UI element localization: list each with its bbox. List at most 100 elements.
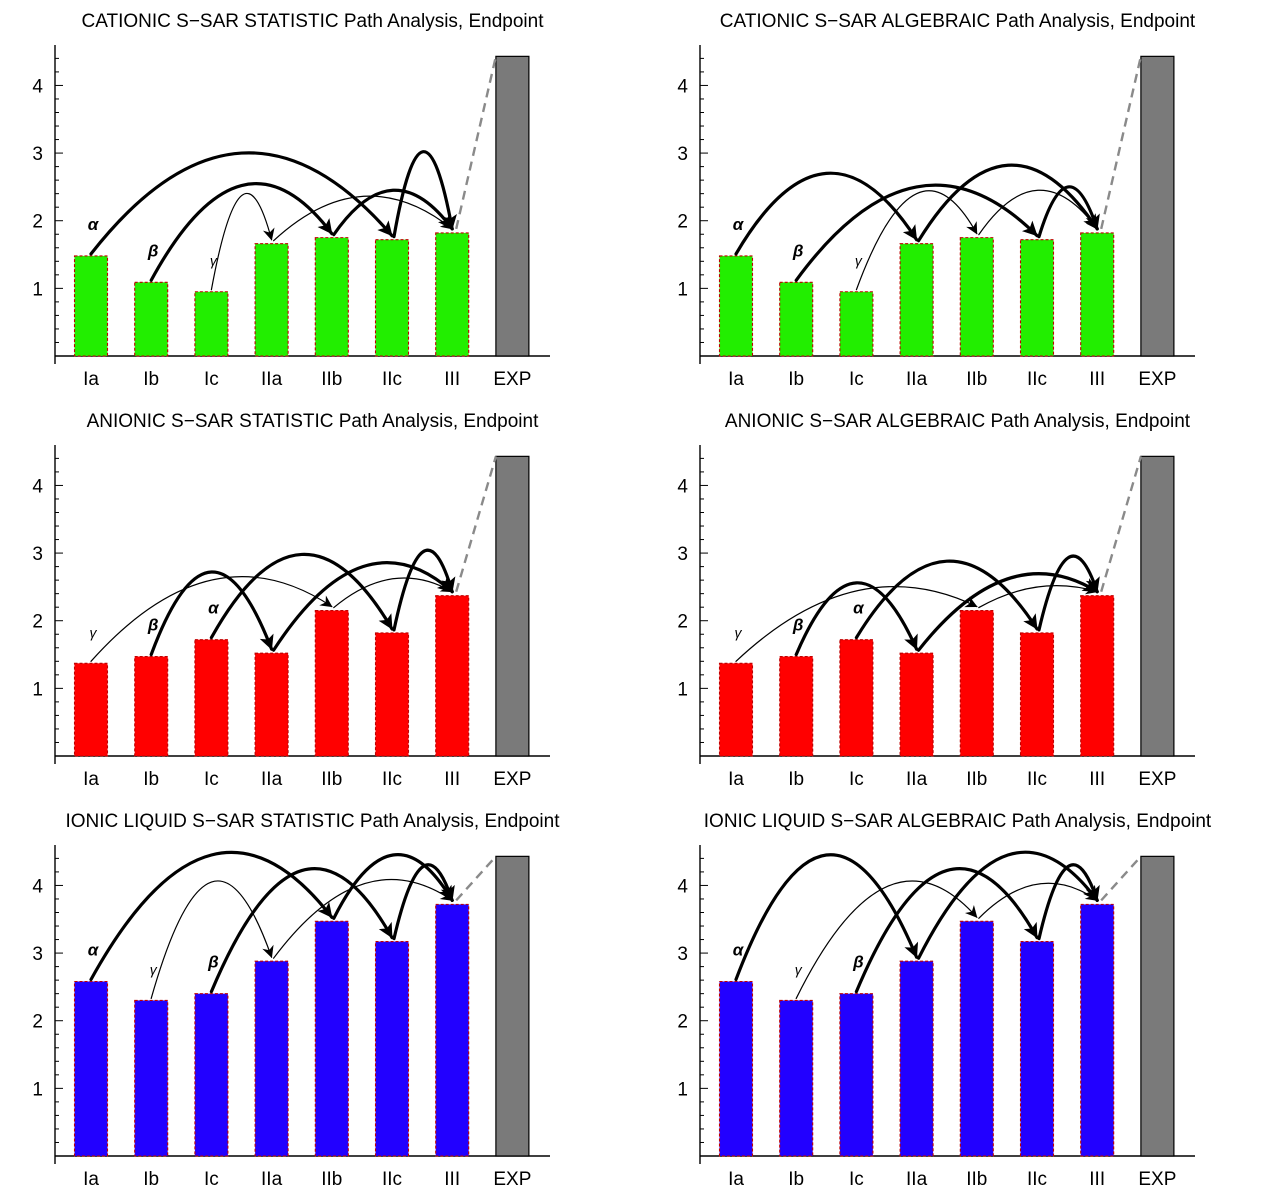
bar-exp xyxy=(495,55,530,357)
arrowhead xyxy=(964,905,978,918)
x-tick-label: EXP xyxy=(493,369,531,390)
path-arc xyxy=(917,163,1099,243)
x-tick-label: EXP xyxy=(1138,769,1176,790)
x-tick-label: IIa xyxy=(261,1169,283,1185)
x-tick-label: Ia xyxy=(83,1169,99,1185)
arrowhead xyxy=(904,633,918,651)
chart-panel: ANIONIC S−SAR STATISTIC Path Analysis, E… xyxy=(32,411,550,790)
path-arc xyxy=(978,585,1098,609)
x-tick-label: Ia xyxy=(728,769,744,790)
y-tick-label: 2 xyxy=(32,212,43,233)
arrowhead xyxy=(1084,582,1099,595)
arrowhead xyxy=(904,941,919,959)
path-label: γ xyxy=(795,961,803,977)
x-tick-label: Ic xyxy=(204,369,219,390)
y-tick-label: 3 xyxy=(32,544,43,565)
x-tick-label: Ic xyxy=(204,769,219,790)
bar-iic xyxy=(374,941,410,1157)
x-tick-label: IIb xyxy=(966,769,987,790)
y-tick-label: 1 xyxy=(32,679,43,700)
x-tick-label: Ia xyxy=(728,369,744,390)
x-tick-label: III xyxy=(444,769,460,790)
chart-title: ANIONIC S−SAR STATISTIC Path Analysis, E… xyxy=(87,411,539,432)
x-tick-label: III xyxy=(1089,1169,1105,1185)
x-tick-label: Ib xyxy=(788,769,804,790)
path-arc xyxy=(794,183,1039,282)
bar-iii xyxy=(1080,232,1115,357)
x-tick-label: Ic xyxy=(849,369,864,390)
x-tick-label: IIb xyxy=(321,1169,342,1185)
x-tick-label: Ic xyxy=(849,1169,864,1185)
bar-iia xyxy=(899,652,934,757)
exp-connector xyxy=(1100,56,1143,230)
exp-connector xyxy=(455,56,498,230)
path-label: γ xyxy=(150,961,158,977)
bar-ib xyxy=(779,999,814,1157)
bar-ic xyxy=(839,291,874,357)
x-tick-label: IIa xyxy=(906,369,928,390)
y-tick-label: 4 xyxy=(32,476,43,497)
path-arc xyxy=(855,190,978,291)
bar-ia xyxy=(718,980,754,1157)
bar-iia xyxy=(254,652,289,757)
x-tick-label: Ib xyxy=(143,769,159,790)
path-arc xyxy=(734,171,919,256)
path-arc xyxy=(978,189,1098,236)
bar-iia xyxy=(254,243,289,357)
x-tick-label: IIc xyxy=(1027,369,1047,390)
y-tick-label: 1 xyxy=(677,1079,688,1100)
bar-iia xyxy=(254,960,289,1157)
path-arc xyxy=(1037,185,1099,239)
x-tick-label: III xyxy=(444,1169,460,1185)
bar-ia xyxy=(73,662,109,757)
bar-ic xyxy=(839,993,874,1157)
path-arc xyxy=(854,559,1039,640)
bar-ia xyxy=(73,980,109,1157)
y-tick-label: 3 xyxy=(32,944,43,965)
x-tick-label: EXP xyxy=(1138,1169,1176,1185)
arrowhead xyxy=(1085,216,1098,230)
bar-iii xyxy=(1080,903,1115,1157)
path-label: γ xyxy=(90,624,98,640)
path-arc xyxy=(1037,863,1099,941)
path-arc xyxy=(392,548,454,632)
x-tick-label: III xyxy=(1089,369,1105,390)
arrowhead xyxy=(1023,921,1038,939)
chart-title: CATIONIC S−SAR STATISTIC Path Analysis, … xyxy=(82,11,545,32)
x-tick-label: IIb xyxy=(966,369,987,390)
exp-connector xyxy=(1100,456,1143,593)
y-tick-label: 3 xyxy=(677,144,688,165)
exp-connector xyxy=(1100,855,1142,902)
x-tick-label: IIa xyxy=(261,769,283,790)
x-tick-label: IIb xyxy=(966,1169,987,1185)
path-label: γ xyxy=(210,253,218,269)
arrowhead xyxy=(1084,889,1098,901)
path-arc xyxy=(149,570,274,657)
chart-panel: CATIONIC S−SAR STATISTIC Path Analysis, … xyxy=(32,11,550,390)
x-tick-label: IIc xyxy=(1027,769,1047,790)
bar-exp xyxy=(1140,55,1175,357)
bar-iib xyxy=(959,610,994,757)
path-label: α xyxy=(88,215,100,234)
chart-panel: CATIONIC S−SAR ALGEBRAIC Path Analysis, … xyxy=(677,11,1195,390)
path-label: β xyxy=(792,616,804,635)
bar-ic xyxy=(194,639,229,757)
bar-iii xyxy=(435,232,470,357)
bar-ib xyxy=(134,656,169,757)
path-arc xyxy=(392,150,454,239)
arrowhead xyxy=(902,224,918,241)
path-arc xyxy=(734,853,919,982)
path-arc xyxy=(794,581,919,657)
x-tick-label: Ia xyxy=(83,769,99,790)
bar-iic xyxy=(1019,941,1055,1157)
path-label: α xyxy=(733,940,745,959)
x-tick-label: IIc xyxy=(1027,1169,1047,1185)
bar-ia xyxy=(718,255,754,357)
path-arc xyxy=(795,880,978,1000)
path-arc xyxy=(392,863,454,941)
bar-iib xyxy=(314,610,349,757)
path-arc xyxy=(917,850,1099,960)
y-tick-label: 2 xyxy=(32,1012,43,1033)
path-label: α xyxy=(853,599,865,618)
bar-ib xyxy=(134,999,169,1157)
